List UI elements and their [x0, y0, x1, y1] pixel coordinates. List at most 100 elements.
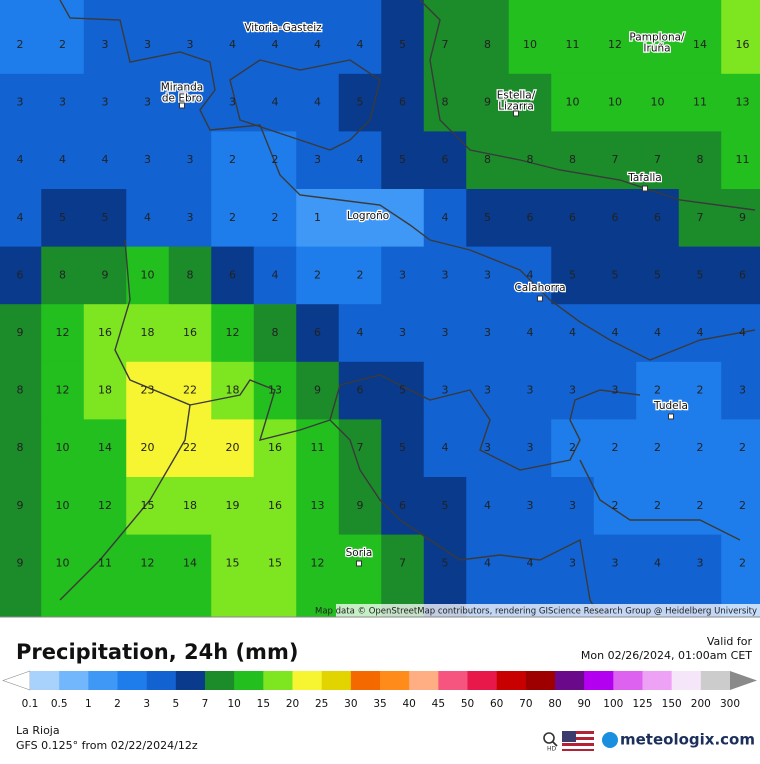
grid-value: 8 [697, 153, 704, 166]
grid-value: 4 [59, 153, 66, 166]
grid-value: 3 [314, 153, 321, 166]
grid-cell [338, 131, 382, 190]
legend-tick-label: 60 [490, 698, 503, 710]
grid-cell [168, 534, 212, 618]
flag-icon[interactable] [562, 731, 594, 751]
grid-value: 19 [226, 499, 240, 512]
grid-value: 4 [357, 153, 364, 166]
grid-cell [211, 477, 255, 536]
grid-value: 3 [739, 384, 746, 397]
grid-value: 4 [272, 268, 279, 281]
grid-cell [296, 477, 340, 536]
grid-cell [338, 189, 382, 248]
legend-swatch [59, 671, 89, 690]
grid-value: 2 [654, 384, 661, 397]
legend-tick-label: 50 [461, 698, 474, 710]
grid-value: 2 [612, 499, 619, 512]
grid-cell [0, 189, 42, 248]
grid-cell [508, 361, 552, 420]
city-marker [642, 185, 648, 192]
grid-value: 5 [399, 38, 406, 51]
grid-value: 14 [693, 38, 707, 51]
grid-cell [636, 419, 680, 478]
city-label: Calahorra [514, 282, 565, 294]
grid-cell [636, 189, 680, 248]
grid-cell [41, 419, 85, 478]
grid-value: 5 [399, 153, 406, 166]
grid-value: 9 [17, 499, 24, 512]
grid-value: 4 [654, 556, 661, 569]
legend-swatch [146, 671, 177, 690]
legend-swatch [525, 671, 556, 690]
grid-value: 3 [484, 326, 491, 339]
legend-tick-label: 40 [402, 698, 415, 710]
grid-value: 2 [612, 441, 619, 454]
legend-swatch [117, 671, 147, 690]
legend-tick-label: 20 [286, 698, 299, 710]
grid-cell [211, 131, 255, 190]
grid-cell [508, 304, 552, 363]
grid-cell [593, 419, 637, 478]
grid-value: 4 [527, 326, 534, 339]
grid-value: 9 [357, 499, 364, 512]
grid-value: 5 [102, 211, 109, 224]
grid-cell [0, 246, 42, 305]
grid-cell [721, 189, 760, 248]
grid-value: 3 [569, 499, 576, 512]
grid-value: 4 [654, 326, 661, 339]
grid-value: 16 [268, 441, 282, 454]
grid-cell [423, 361, 467, 420]
grid-value: 18 [98, 384, 112, 397]
grid-cell [83, 246, 127, 305]
grid-value: 4 [17, 153, 24, 166]
grid-value: 5 [59, 211, 66, 224]
map-labels: 2 2 3 3 3 4 4 4 4 5 7 8 10 11 12 14 163 3 3 3 3 4 4 5 6 8 9 10 10 10 1… [17, 21, 750, 570]
hd-icon[interactable]: HD [543, 732, 558, 753]
grid-value: 4 [484, 556, 491, 569]
grid-cell [593, 246, 637, 305]
grid-cell [126, 131, 170, 190]
grid-cell [636, 477, 680, 536]
grid-value: 3 [144, 38, 151, 51]
grid-cell [0, 131, 42, 190]
grid-cell [211, 419, 255, 478]
legend-swatch [234, 671, 264, 690]
grid-cell [466, 419, 510, 478]
grid-cell [423, 73, 467, 132]
grid-cell [423, 419, 467, 478]
grid-value: 9 [17, 556, 24, 569]
grid-value: 3 [399, 326, 406, 339]
grid-value: 4 [484, 499, 491, 512]
grid-value: 11 [566, 38, 580, 51]
grid-value: 4 [17, 211, 24, 224]
grid-value: 10 [141, 268, 155, 281]
city-label: Tafalla [627, 172, 662, 184]
grid-value: 2 [59, 38, 66, 51]
grid-value: 5 [357, 96, 364, 109]
grid-value: 8 [484, 38, 491, 51]
legend-tick-label: 80 [548, 698, 561, 710]
grid-value: 6 [17, 268, 24, 281]
boundary [329, 419, 601, 618]
legend-swatch [671, 671, 702, 690]
grid-cell [551, 534, 595, 618]
grid-cell [83, 477, 127, 536]
grid-cell [296, 304, 340, 363]
grid-value: 9 [17, 326, 24, 339]
grid-cell [551, 477, 595, 536]
valid-label: Valid for [707, 635, 753, 648]
grid-value: 13 [268, 384, 282, 397]
grid-value: 22 [183, 384, 197, 397]
grid-value: 2 [229, 153, 236, 166]
grid-value: 3 [442, 384, 449, 397]
grid-value: 3 [442, 326, 449, 339]
city-label: Estella/Lizarra [497, 90, 536, 113]
grid-value: 11 [693, 96, 707, 109]
city-label: Logroño [347, 210, 389, 222]
grid-cell [253, 189, 297, 248]
grid-cell [83, 73, 127, 132]
valid-time: Mon 02/26/2024, 01:00am CET [581, 649, 752, 662]
grid-value: 15 [226, 556, 240, 569]
grid-value: 5 [399, 384, 406, 397]
grid-cell [253, 73, 297, 132]
